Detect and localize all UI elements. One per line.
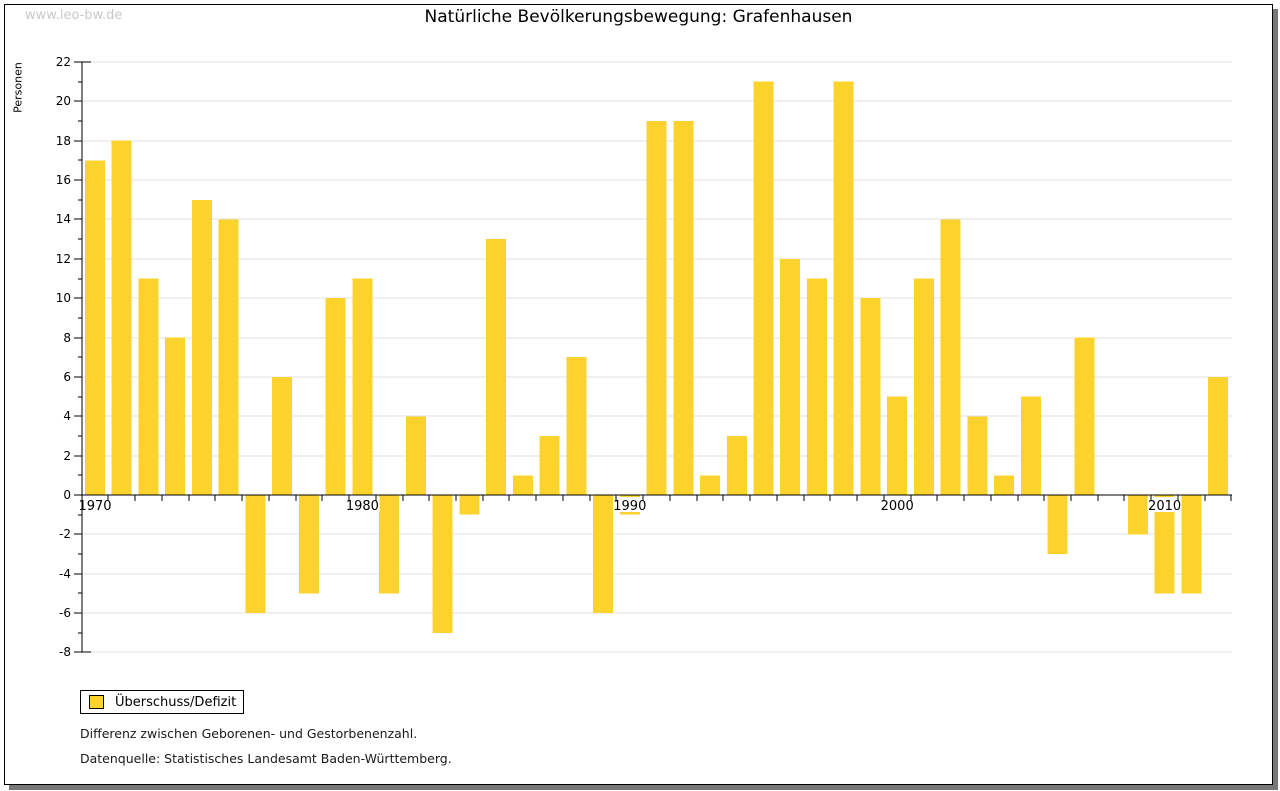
x-tick-label: 1970 [78, 499, 111, 514]
bar-1997 [807, 278, 827, 495]
bar-1996 [780, 258, 801, 495]
y-tick-label: 8 [63, 331, 71, 345]
bar-2004 [994, 475, 1015, 495]
bar-1991 [646, 121, 667, 495]
bar-1995 [753, 81, 774, 495]
bar-2012 [1208, 376, 1229, 495]
bar-1979 [325, 298, 346, 495]
footnote-source: Datenquelle: Statistisches Landesamt Bad… [80, 751, 452, 766]
y-tick-label: 2 [63, 449, 71, 463]
y-tick-label: 22 [56, 55, 71, 69]
bar-1974 [192, 199, 212, 496]
bar-1992 [673, 121, 694, 495]
bar-1994 [726, 436, 747, 495]
y-tick-label: -8 [59, 645, 71, 659]
y-tick-label: 14 [56, 212, 71, 226]
y-tick-label: 10 [56, 291, 71, 305]
bar-2003 [967, 416, 988, 495]
bar-2001 [913, 278, 934, 495]
legend-swatch [89, 695, 104, 709]
bar-2000 [887, 396, 908, 495]
x-tick-label: 2000 [881, 499, 914, 514]
bar-2005 [1020, 396, 1041, 495]
y-tick-label: 20 [56, 94, 71, 108]
watermark: www.leo-bw.de [25, 8, 123, 23]
bar-1988 [566, 357, 587, 495]
bar-1971 [111, 140, 132, 495]
y-tick-label: 0 [63, 488, 71, 502]
x-tick-label-bg [1147, 497, 1182, 512]
y-tick-label: 18 [56, 134, 71, 148]
bar-1970 [85, 160, 105, 495]
y-tick-label: -6 [59, 606, 71, 620]
bar-1985 [486, 239, 507, 495]
chart-title: Natürliche Bevölkerungsbewegung: Grafenh… [424, 7, 853, 27]
bar-1972 [138, 278, 159, 495]
y-tick-label: -4 [59, 567, 71, 581]
y-tick-label: 4 [63, 409, 71, 423]
bar-1975 [218, 219, 239, 496]
bar-2002 [940, 219, 961, 496]
bar-1981 [379, 495, 400, 594]
bar-1978 [298, 495, 319, 594]
bar-1987 [539, 436, 560, 495]
bar-2010 [1154, 495, 1175, 594]
legend: Überschuss/Defizit [80, 690, 244, 714]
bar-2007 [1074, 337, 1095, 496]
y-tick-label: 6 [63, 370, 71, 384]
y-tick-label: 16 [56, 173, 71, 187]
bar-1983 [432, 495, 453, 633]
bar-1984 [459, 495, 480, 515]
x-tick-label-bg [880, 497, 915, 512]
bar-1980 [352, 278, 373, 495]
bar-1998 [833, 81, 854, 495]
bar-1999 [860, 298, 881, 495]
chart-page: www.leo-bw.de Natürliche Bevölkerungsbew… [4, 4, 1273, 785]
x-tick-label: 1990 [613, 499, 646, 514]
bar-2009 [1127, 495, 1148, 535]
bar-1993 [700, 475, 720, 495]
x-tick-label-bg [78, 497, 112, 512]
y-tick-label: -2 [59, 527, 71, 541]
bar-chart: 1970 1980 1990 2000 2010 -8 -6 -4 -2 0 2 4 6 8 10 12 14 1… [56, 55, 1232, 659]
footnote-description: Differenz zwischen Geborenen- und Gestor… [80, 726, 418, 741]
x-tick-label-bg [612, 497, 647, 512]
bar-1977 [272, 376, 293, 495]
bar-1976 [245, 495, 266, 614]
x-tick-label: 2010 [1148, 499, 1181, 514]
bar-1973 [165, 337, 186, 496]
x-tick-label-bg [345, 497, 380, 512]
y-tick-label: 12 [56, 252, 71, 266]
bar-2006 [1047, 495, 1068, 554]
bar-1989 [593, 495, 614, 614]
bar-1982 [405, 416, 426, 495]
bar-1986 [512, 475, 533, 495]
legend-label: Überschuss/Defizit [115, 694, 237, 710]
x-tick-label: 1980 [346, 499, 379, 514]
bar-2011 [1181, 495, 1202, 594]
